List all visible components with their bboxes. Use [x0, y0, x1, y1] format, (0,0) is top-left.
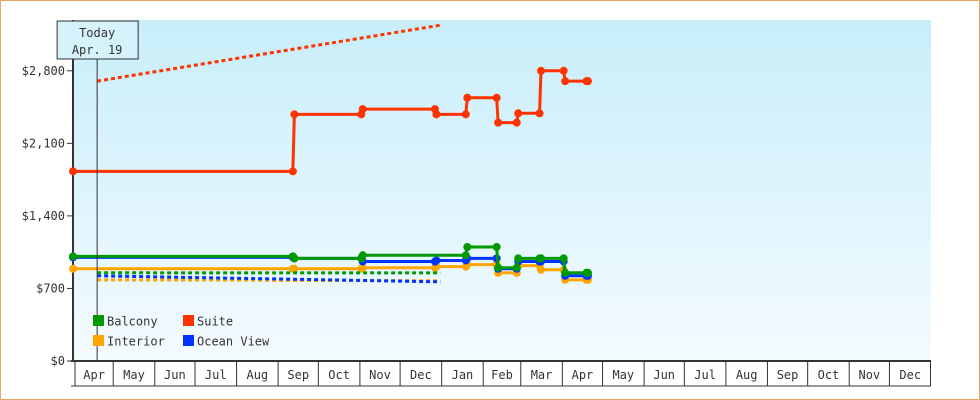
x-tick-label: Sep	[287, 368, 309, 382]
x-tick-label: Nov	[858, 368, 880, 382]
x-tick-label: Feb	[491, 368, 513, 382]
x-tick-label: Jan	[452, 368, 474, 382]
data-point	[559, 254, 568, 263]
data-point	[69, 252, 77, 261]
today-label: Today	[79, 26, 115, 40]
data-point	[537, 66, 546, 75]
data-point	[69, 264, 77, 273]
x-tick-label: Mar	[531, 368, 553, 382]
legend-swatch-balcony	[93, 315, 104, 326]
data-point	[69, 167, 77, 176]
data-point	[288, 167, 297, 176]
x-tick-label: Jul	[694, 368, 716, 382]
data-point	[514, 254, 523, 263]
x-tick-label: Jul	[205, 368, 227, 382]
x-tick-label: Oct	[818, 368, 840, 382]
data-point	[290, 264, 299, 273]
data-point	[290, 110, 299, 119]
x-tick-label: Aug	[246, 368, 268, 382]
x-tick-label: Jun	[164, 368, 186, 382]
data-point	[561, 77, 570, 86]
plot-area	[73, 20, 931, 361]
legend-label: Ocean View	[197, 335, 270, 349]
forecast-line-interior	[97, 278, 441, 283]
data-point	[492, 242, 501, 251]
legend-label: Suite	[197, 315, 233, 329]
y-tick-label: $2,100	[22, 136, 65, 150]
x-tick-label: Dec	[899, 368, 921, 382]
data-point	[461, 251, 470, 260]
x-tick-label: Dec	[410, 368, 432, 382]
data-point	[494, 118, 503, 127]
y-tick-label: $1,400	[22, 209, 65, 223]
x-tick-label: Jun	[653, 368, 675, 382]
data-point	[537, 265, 546, 274]
data-point	[535, 109, 544, 118]
x-tick-label: May	[612, 368, 634, 382]
data-point	[432, 110, 441, 119]
y-tick-label: $0	[51, 354, 65, 368]
data-point	[492, 93, 501, 102]
data-point	[463, 93, 472, 102]
legend-swatch-ocean-view	[183, 335, 194, 346]
x-tick-label: Apr	[83, 368, 105, 382]
x-tick-label: Apr	[572, 368, 594, 382]
data-point	[583, 268, 592, 277]
x-tick-label: Aug	[736, 368, 758, 382]
y-tick-label: $700	[36, 281, 65, 295]
legend-label: Balcony	[107, 315, 158, 329]
data-point	[559, 66, 568, 75]
forecast-line-ocean-view	[97, 274, 441, 284]
y-tick-label: $2,800	[22, 64, 65, 78]
data-point	[358, 251, 367, 260]
forecast-line-suite	[96, 23, 441, 83]
data-point	[432, 256, 441, 265]
data-point	[463, 242, 472, 251]
x-tick-label: May	[123, 368, 145, 382]
legend-swatch-interior	[93, 335, 104, 346]
legend-label: Interior	[107, 335, 165, 349]
today-box	[56, 20, 139, 60]
data-point	[512, 263, 521, 272]
data-point	[561, 268, 570, 277]
data-point	[358, 105, 367, 114]
data-point	[514, 109, 523, 118]
data-point	[461, 110, 470, 119]
x-tick-label: Oct	[328, 368, 350, 382]
today-date: Apr. 19	[72, 43, 123, 57]
x-tick-label: Sep	[777, 368, 799, 382]
data-point	[290, 254, 299, 263]
data-point	[358, 263, 367, 272]
x-tick-label: Nov	[369, 368, 391, 382]
legend-swatch-suite	[183, 315, 194, 326]
data-point	[583, 77, 592, 86]
data-point	[512, 118, 521, 127]
data-point	[494, 263, 503, 272]
data-point	[537, 254, 546, 263]
